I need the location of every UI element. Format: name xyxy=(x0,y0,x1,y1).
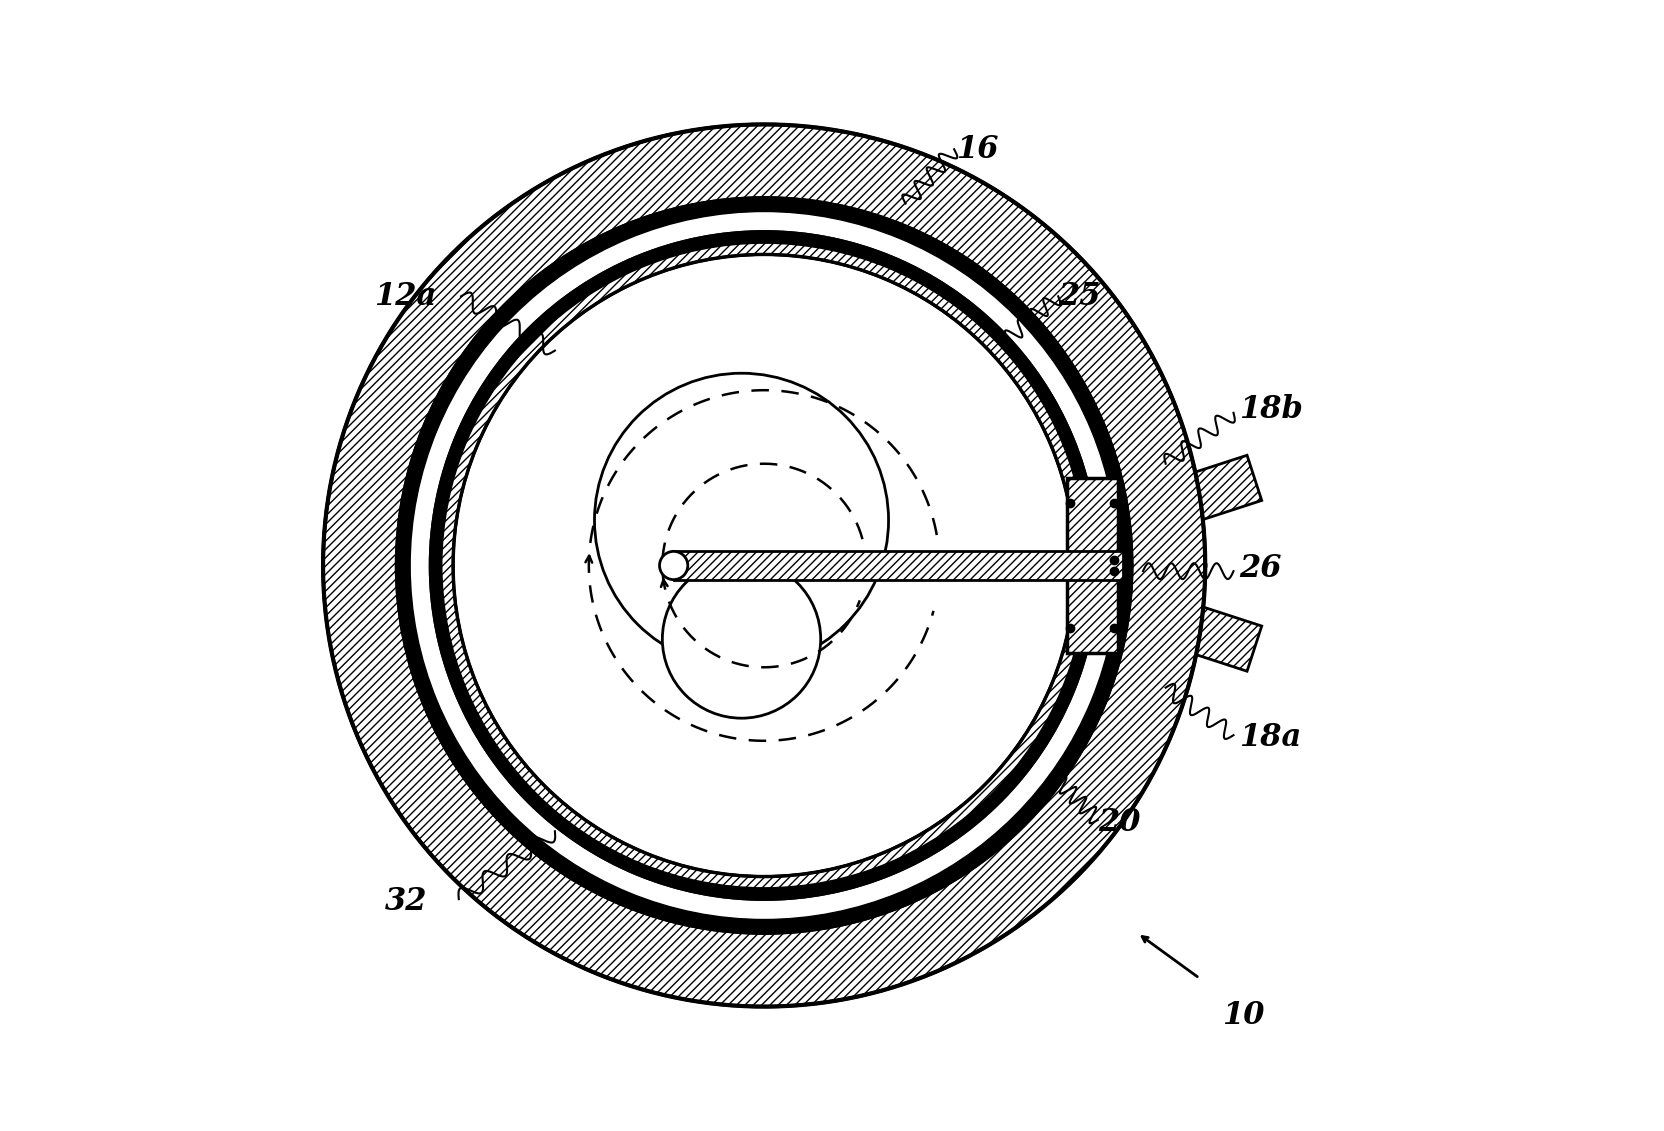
Text: 10: 10 xyxy=(1221,1000,1265,1030)
Circle shape xyxy=(659,551,687,580)
Wedge shape xyxy=(323,124,1205,1007)
Bar xyxy=(1070,456,1261,558)
Bar xyxy=(1070,569,1261,671)
Text: 26: 26 xyxy=(1240,553,1281,584)
Circle shape xyxy=(456,257,1073,874)
Bar xyxy=(674,552,1123,580)
Wedge shape xyxy=(431,232,1098,899)
Text: 16: 16 xyxy=(957,135,998,165)
Text: 20: 20 xyxy=(1098,808,1140,838)
Text: 18b: 18b xyxy=(1240,395,1303,425)
Circle shape xyxy=(594,373,889,667)
Text: 25: 25 xyxy=(1058,282,1100,312)
Wedge shape xyxy=(396,198,1132,933)
Text: 18a: 18a xyxy=(1240,723,1301,753)
Text: 32: 32 xyxy=(386,887,428,917)
Bar xyxy=(1067,477,1118,654)
Circle shape xyxy=(662,560,820,718)
Text: 12a: 12a xyxy=(374,282,436,312)
Wedge shape xyxy=(396,198,1132,933)
Wedge shape xyxy=(431,232,1098,899)
